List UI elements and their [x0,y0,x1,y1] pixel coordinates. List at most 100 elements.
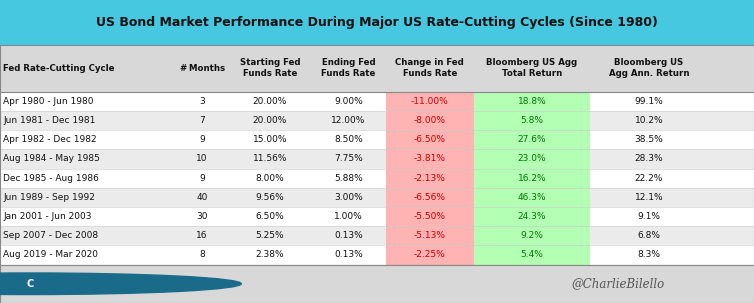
Text: Apr 1982 - Dec 1982: Apr 1982 - Dec 1982 [3,135,97,144]
Bar [386,111,474,130]
Text: 0.13%: 0.13% [334,231,363,240]
Text: 8.00%: 8.00% [256,174,284,183]
Bar [0,188,754,207]
Bar [386,188,474,207]
Text: 16: 16 [196,231,208,240]
Text: 11.56%: 11.56% [253,155,287,164]
Bar [0,92,754,111]
Text: 27.6%: 27.6% [518,135,546,144]
Text: -6.50%: -6.50% [414,135,446,144]
Text: 9.00%: 9.00% [334,97,363,106]
Text: 22.2%: 22.2% [635,174,663,183]
Text: -6.56%: -6.56% [414,193,446,202]
Bar [474,111,590,130]
Text: Aug 1984 - May 1985: Aug 1984 - May 1985 [3,155,100,164]
Text: 10: 10 [196,155,208,164]
Text: 12.1%: 12.1% [635,193,663,202]
Text: Fed Rate-Cutting Cycle: Fed Rate-Cutting Cycle [3,64,115,73]
Text: 3.00%: 3.00% [334,193,363,202]
Text: 0.13%: 0.13% [334,250,363,259]
Text: 7.75%: 7.75% [334,155,363,164]
Text: -8.00%: -8.00% [414,116,446,125]
Bar [0,149,754,168]
Text: Apr 1980 - Jun 1980: Apr 1980 - Jun 1980 [3,97,93,106]
Text: -11.00%: -11.00% [411,97,449,106]
Text: 5.88%: 5.88% [334,174,363,183]
Text: 28.3%: 28.3% [635,155,663,164]
Text: 5.8%: 5.8% [520,116,544,125]
Bar [0,226,754,245]
Text: 12.00%: 12.00% [331,116,366,125]
Text: 6.8%: 6.8% [637,231,661,240]
Circle shape [0,273,241,295]
Bar [474,226,590,245]
Bar [474,149,590,168]
Text: 20.00%: 20.00% [253,97,287,106]
Text: 8: 8 [199,250,205,259]
Text: Change in Fed
Funds Rate: Change in Fed Funds Rate [395,58,464,78]
Bar [386,226,474,245]
Text: -5.50%: -5.50% [414,212,446,221]
Text: US Bond Market Performance During Major US Rate-Cutting Cycles (Since 1980): US Bond Market Performance During Major … [96,16,658,29]
Text: Aug 2019 - Mar 2020: Aug 2019 - Mar 2020 [3,250,98,259]
Text: 5.25%: 5.25% [256,231,284,240]
Bar [474,245,590,265]
Text: Jun 1989 - Sep 1992: Jun 1989 - Sep 1992 [3,193,95,202]
Text: 8.3%: 8.3% [637,250,661,259]
Text: Bloomberg US Agg
Total Return: Bloomberg US Agg Total Return [486,58,578,78]
Text: 46.3%: 46.3% [518,193,546,202]
Text: 40: 40 [196,193,208,202]
Text: Jan 2001 - Jun 2003: Jan 2001 - Jun 2003 [3,212,91,221]
Bar [0,245,754,265]
Bar [0,111,754,130]
Text: 24.3%: 24.3% [518,212,546,221]
Bar [0,168,754,188]
Bar [474,168,590,188]
Text: 5.4%: 5.4% [520,250,544,259]
Text: Starting Fed
Funds Rate: Starting Fed Funds Rate [240,58,300,78]
Bar [386,92,474,111]
Text: 99.1%: 99.1% [634,97,664,106]
Text: 30: 30 [196,212,208,221]
Text: 9.1%: 9.1% [637,212,661,221]
Text: 9: 9 [199,174,205,183]
Text: 23.0%: 23.0% [518,155,546,164]
Text: 18.8%: 18.8% [517,97,547,106]
Text: -2.25%: -2.25% [414,250,446,259]
Text: CREATIVE PLANNING: CREATIVE PLANNING [75,279,188,289]
Text: 20.00%: 20.00% [253,116,287,125]
Text: 8.50%: 8.50% [334,135,363,144]
Text: Jun 1981 - Dec 1981: Jun 1981 - Dec 1981 [3,116,96,125]
Bar [386,245,474,265]
Text: 7: 7 [199,116,205,125]
Text: Bloomberg US
Agg Ann. Return: Bloomberg US Agg Ann. Return [608,58,689,78]
Text: 9: 9 [199,135,205,144]
Text: @CharlieBilello: @CharlieBilello [572,277,665,290]
Text: -3.81%: -3.81% [414,155,446,164]
Bar [0,207,754,226]
Text: Sep 2007 - Dec 2008: Sep 2007 - Dec 2008 [3,231,98,240]
Bar [386,130,474,149]
Text: -2.13%: -2.13% [414,174,446,183]
Bar [474,92,590,111]
Bar [474,207,590,226]
Bar [0,45,754,92]
Text: Dec 1985 - Aug 1986: Dec 1985 - Aug 1986 [3,174,99,183]
Bar [474,188,590,207]
Text: 6.50%: 6.50% [256,212,284,221]
Bar [386,168,474,188]
Text: # Months: # Months [179,64,225,73]
Text: Ending Fed
Funds Rate: Ending Fed Funds Rate [321,58,375,78]
Text: C: C [26,279,34,289]
Text: 9.56%: 9.56% [256,193,284,202]
Bar [474,130,590,149]
Text: -5.13%: -5.13% [414,231,446,240]
Text: 10.2%: 10.2% [635,116,663,125]
Bar [386,149,474,168]
Text: 15.00%: 15.00% [253,135,287,144]
Text: 1.00%: 1.00% [334,212,363,221]
Text: 38.5%: 38.5% [634,135,664,144]
Text: 2.38%: 2.38% [256,250,284,259]
Text: 16.2%: 16.2% [518,174,546,183]
Text: 3: 3 [199,97,205,106]
